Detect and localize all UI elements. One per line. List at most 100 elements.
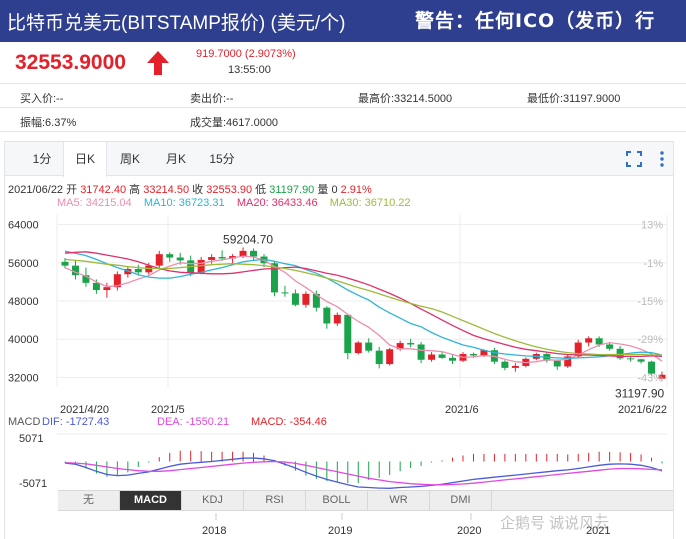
indicator-tab-wr[interactable]: WR <box>368 491 430 510</box>
time-axis-label: 2018 <box>202 525 226 537</box>
tab-weekly[interactable]: 周K <box>119 152 140 166</box>
candle-body <box>354 342 362 354</box>
candle-body <box>627 358 635 360</box>
chart-panel: 1分 日K 周K 月K 15分 2021/06/22 开 31742.40 高 … <box>4 141 674 539</box>
indicator-tab-rsi[interactable]: RSI <box>244 491 306 510</box>
low-label: 低 <box>255 184 267 196</box>
volume: 成交量:4617.0000 <box>190 117 279 129</box>
ma-line-ma10 <box>64 250 663 359</box>
vol-value: 0 <box>331 184 338 196</box>
candle-body <box>658 374 666 379</box>
ma5-label: MA5: 34215.04 <box>57 197 132 209</box>
macd-dif-label: DIF: -1727.43 <box>42 416 109 428</box>
candle-body <box>365 342 373 351</box>
candle-body <box>396 343 404 350</box>
candle-body <box>564 356 572 367</box>
candle-body <box>428 354 436 360</box>
ma-line-ma20 <box>64 251 663 358</box>
x-tick-label: 2021/6 <box>445 404 479 416</box>
candle-body <box>71 265 79 276</box>
tab-daily[interactable]: 日K <box>63 142 107 177</box>
x-tick-label: 2021/4/20 <box>60 404 109 416</box>
y-tick-label: 32000 <box>8 372 39 384</box>
candle-body <box>218 257 226 259</box>
candle-body <box>438 354 446 358</box>
indicator-tab-boll[interactable]: BOLL <box>306 491 368 510</box>
y-tick-label: 64000 <box>8 220 39 232</box>
indicator-tab-dmi[interactable]: DMI <box>430 491 492 510</box>
candle-body <box>606 344 614 349</box>
indicator-tab-macd[interactable]: MACD <box>120 491 182 510</box>
candle-body <box>302 293 310 305</box>
warning-ticker: 警告：任何ICO（发币）行 <box>415 10 656 32</box>
candle-body <box>197 259 205 273</box>
up-arrow-icon <box>147 51 169 75</box>
candle-body <box>281 292 289 294</box>
ma20-label: MA20: 36433.46 <box>236 197 318 209</box>
pct-tick-label: 13% <box>641 220 663 232</box>
candle-body <box>250 250 258 257</box>
max-price-label: 59204.70 <box>223 232 273 246</box>
candle-body <box>239 250 247 257</box>
ohlc-readout: 2021/06/22 开 31742.40 高 33214.50 收 32553… <box>8 181 372 197</box>
candle-body <box>208 257 216 260</box>
macd-dea-label: DEA: -1550.21 <box>157 416 229 428</box>
fullscreen-icon[interactable] <box>625 150 643 168</box>
macd-title: MACD <box>8 416 40 428</box>
candle-body <box>375 350 383 365</box>
low-price: 最低价:31197.9000 <box>527 93 621 105</box>
candle-body <box>417 344 425 360</box>
candle-body <box>585 338 593 343</box>
y-tick-label: 56000 <box>8 258 39 270</box>
close-value: 32553.90 <box>206 184 253 196</box>
y-tick-label: 48000 <box>8 296 39 308</box>
x-tick-label: 2021/6/22 <box>618 404 667 416</box>
indicator-tab-kdj[interactable]: KDJ <box>182 491 244 510</box>
ma-line-ma5 <box>64 255 663 364</box>
candle-body <box>407 343 415 345</box>
candle-body <box>344 314 352 354</box>
macd-dif-line <box>64 457 663 489</box>
candle-body <box>616 348 624 359</box>
candle-body <box>648 361 656 374</box>
pct-tick-label: -1% <box>643 258 663 270</box>
candle-body <box>574 342 582 357</box>
stats-row-1: 买入价:-- 卖出价:-- 最高价:33214.5000 最低价:31197.9… <box>0 84 686 108</box>
candle-body <box>312 293 320 308</box>
open-value: 31742.40 <box>80 184 127 196</box>
ma-line-ma30 <box>64 258 662 356</box>
vol-label: 量 <box>317 184 329 196</box>
quote-row: 32553.9000 919.7000 (2.9073%) 13:55:00 <box>0 42 686 84</box>
candle-body <box>595 338 603 345</box>
candle-body <box>92 282 100 291</box>
tab-monthly[interactable]: 月K <box>165 152 186 166</box>
candle-body <box>103 287 111 291</box>
chart-svg: 64000 13% 56000 -1% 48000 -15% 40000 -29% 32000 -… <box>8 215 668 537</box>
ma10-label: MA10: 36723.31 <box>143 197 225 209</box>
tab-15min[interactable]: 15分 <box>209 152 235 166</box>
macd-value-label: MACD: -354.46 <box>251 416 327 428</box>
candle-body <box>61 261 69 266</box>
candle-body <box>270 263 278 293</box>
macd-y-tick: -5071 <box>19 478 47 490</box>
pct-tick-label: -29% <box>637 334 663 346</box>
candle-body <box>291 293 299 305</box>
page-title: 比特币兑美元(BITSTAMP报价) (美元/个) <box>7 12 346 34</box>
candle-body <box>480 350 488 356</box>
pct-tick-label: -43% <box>637 372 663 384</box>
candle-body <box>176 257 184 261</box>
tab-1min[interactable]: 1分 <box>32 152 52 166</box>
indicator-tab-none[interactable]: 无 <box>58 491 120 510</box>
time-axis-label: 2019 <box>328 525 352 537</box>
high-label: 高 <box>129 184 141 196</box>
more-vertical-icon[interactable] <box>653 150 671 168</box>
quote-time: 13:55:00 <box>228 64 271 76</box>
candle-body <box>323 307 331 324</box>
min-price-label: 31197.90 <box>615 386 664 400</box>
candle-body <box>449 357 457 361</box>
open-label: 开 <box>66 184 78 196</box>
indicator-tab-bar: 无 MACD KDJ RSI BOLL WR DMI <box>58 490 673 511</box>
candle-body <box>134 268 142 273</box>
high-price: 最高价:33214.5000 <box>358 93 453 105</box>
candle-body <box>82 275 90 283</box>
